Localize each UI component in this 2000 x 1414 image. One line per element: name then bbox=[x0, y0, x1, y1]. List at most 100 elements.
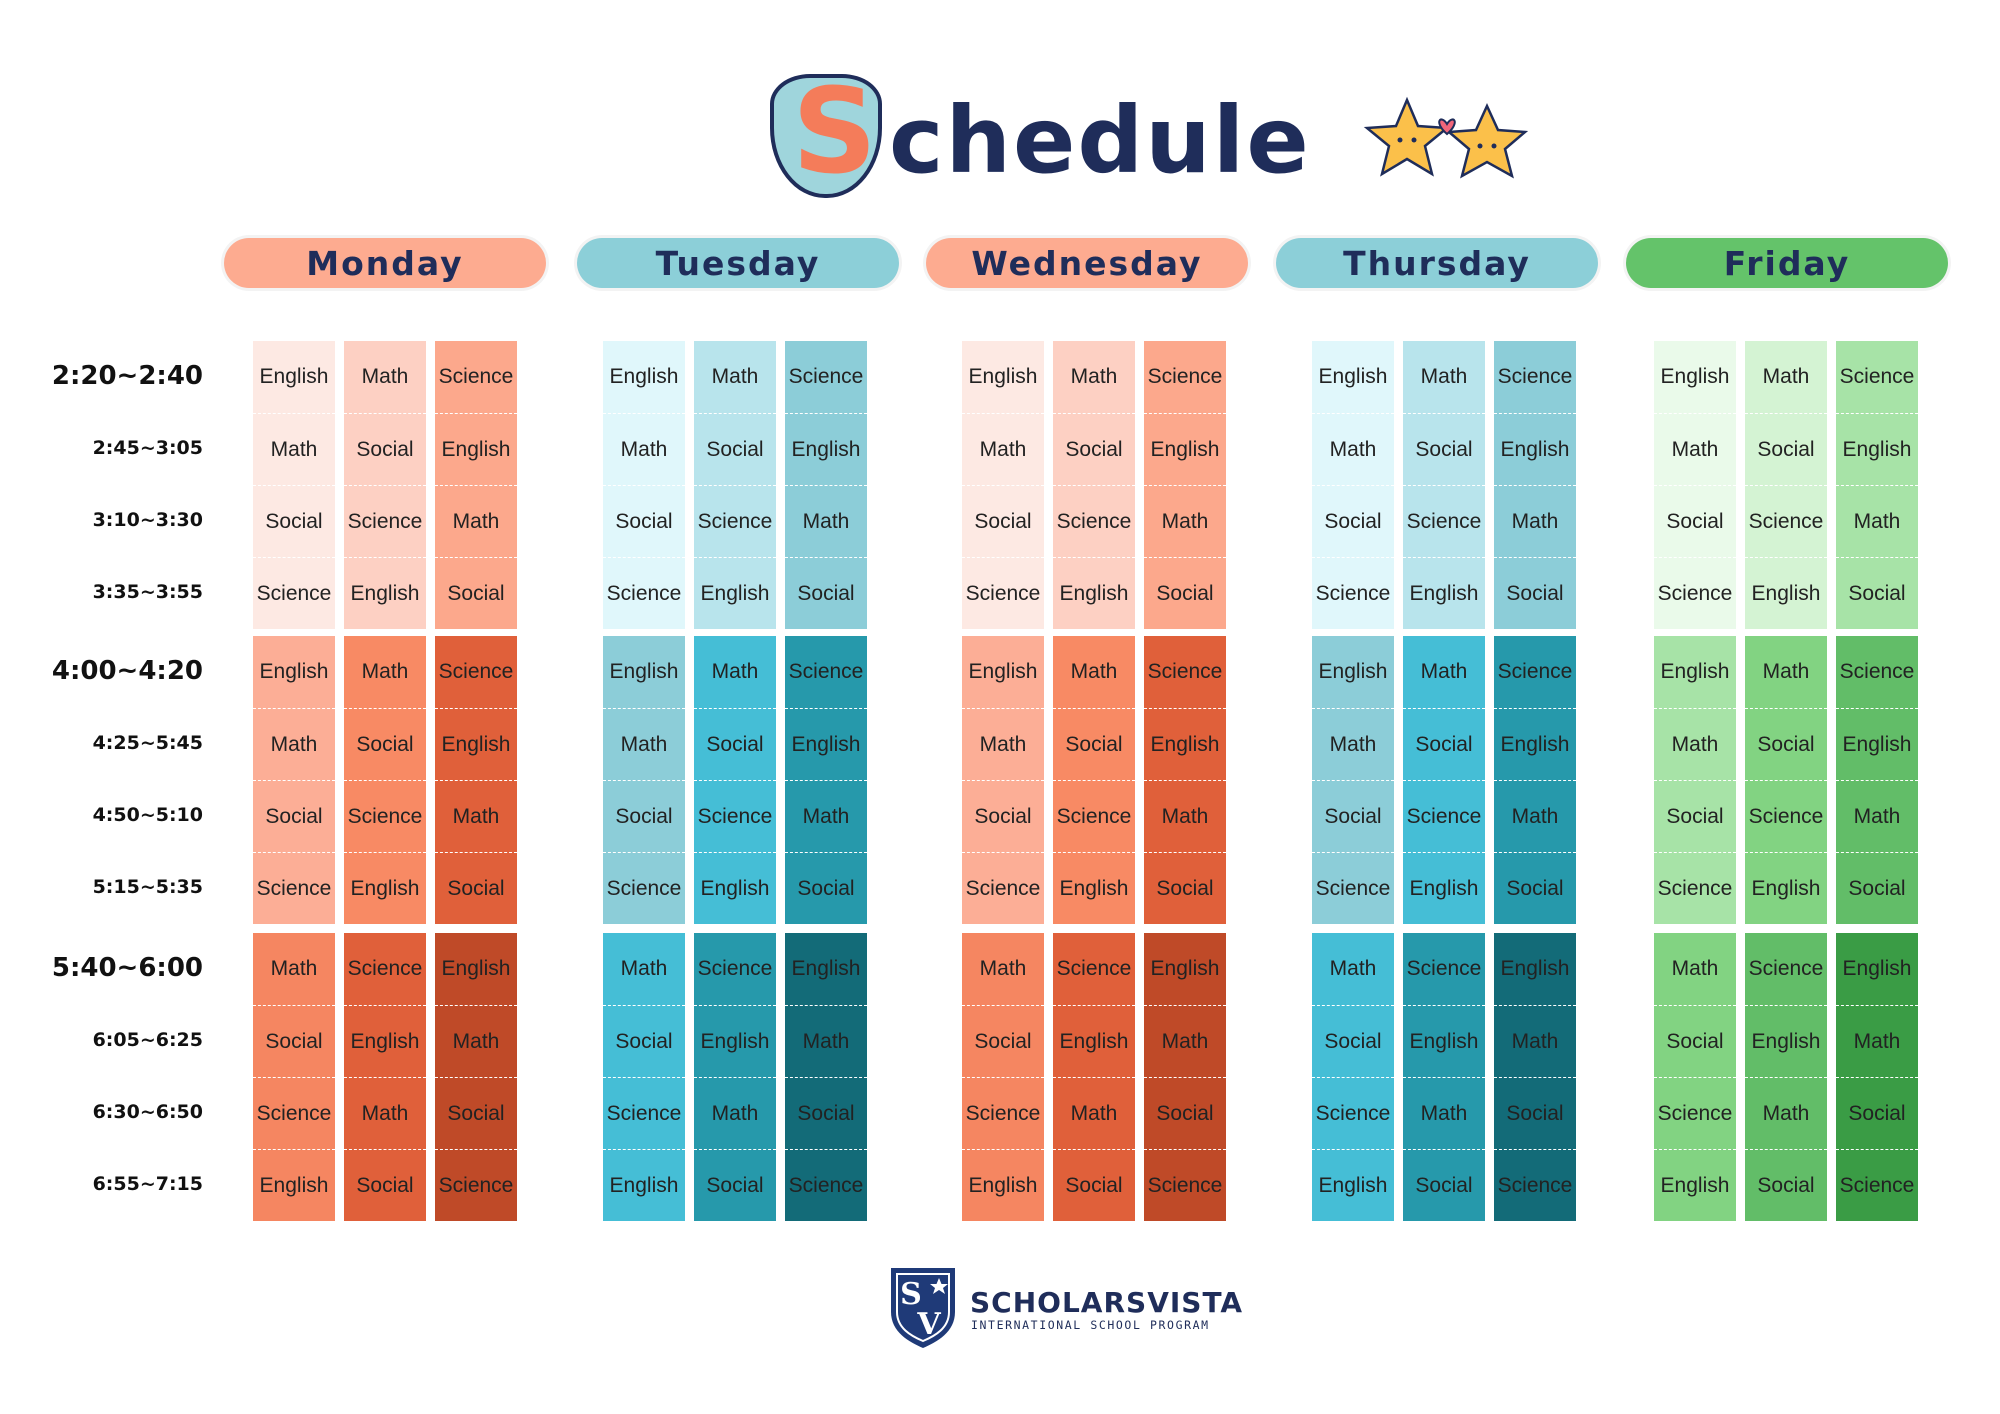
class-cell: Math bbox=[1144, 1005, 1226, 1077]
class-cell: Math bbox=[603, 933, 685, 1005]
time-label: 6:55~7:15 bbox=[92, 1173, 203, 1195]
class-cell: Math bbox=[1494, 780, 1576, 852]
class-cell: Social bbox=[1312, 485, 1394, 557]
class-cell: English bbox=[1312, 1149, 1394, 1221]
class-cell: Math bbox=[1745, 636, 1827, 708]
class-cell: English bbox=[344, 852, 426, 924]
class-cell: Science bbox=[1144, 1149, 1226, 1221]
class-cell: Social bbox=[1403, 1149, 1485, 1221]
class-cell: Math bbox=[1836, 485, 1918, 557]
class-cell: English bbox=[435, 708, 517, 780]
class-cell: Math bbox=[1144, 780, 1226, 852]
class-cell: Math bbox=[253, 933, 335, 1005]
class-cell: Math bbox=[962, 413, 1044, 485]
class-cell: Social bbox=[785, 557, 867, 629]
logo-letter: V bbox=[916, 1307, 941, 1342]
class-cell: English bbox=[1312, 341, 1394, 413]
class-cell: Math bbox=[1312, 413, 1394, 485]
class-cell: English bbox=[1403, 1005, 1485, 1077]
class-cell: Math bbox=[1053, 636, 1135, 708]
class-cell: Social bbox=[435, 852, 517, 924]
class-cell: Science bbox=[962, 1077, 1044, 1149]
class-cell: Science bbox=[1312, 1077, 1394, 1149]
class-cell: Social bbox=[694, 1149, 776, 1221]
class-cell: English bbox=[1745, 1005, 1827, 1077]
class-cell: English bbox=[785, 708, 867, 780]
class-cell: Math bbox=[1312, 708, 1394, 780]
class-cell: English bbox=[694, 852, 776, 924]
class-cell: English bbox=[1144, 933, 1226, 1005]
class-cell: Social bbox=[1836, 852, 1918, 924]
class-cell: Science bbox=[1494, 341, 1576, 413]
class-cell: English bbox=[1654, 341, 1736, 413]
title: Schedule bbox=[792, 62, 1311, 200]
class-cell: English bbox=[785, 413, 867, 485]
logo-shield: S V bbox=[891, 1268, 955, 1348]
class-cell: Social bbox=[1403, 708, 1485, 780]
class-cell: Math bbox=[1144, 485, 1226, 557]
class-cell: English bbox=[694, 1005, 776, 1077]
class-cell: Science bbox=[694, 933, 776, 1005]
class-cell: English bbox=[253, 1149, 335, 1221]
class-cell: Math bbox=[1745, 341, 1827, 413]
class-cell: Social bbox=[435, 1077, 517, 1149]
time-label: 2:45~3:05 bbox=[92, 437, 203, 459]
class-cell: Math bbox=[1745, 1077, 1827, 1149]
class-cell: Math bbox=[1494, 1005, 1576, 1077]
class-cell: Social bbox=[1144, 852, 1226, 924]
class-cell: English bbox=[1053, 852, 1135, 924]
class-cell: Science bbox=[1053, 933, 1135, 1005]
class-cell: Science bbox=[253, 852, 335, 924]
class-cell: Science bbox=[1745, 485, 1827, 557]
time-label: 4:00~4:20 bbox=[51, 656, 203, 686]
time-label: 5:40~6:00 bbox=[51, 953, 203, 983]
class-cell: English bbox=[1144, 708, 1226, 780]
class-cell: Math bbox=[435, 485, 517, 557]
class-cell: Social bbox=[1053, 413, 1135, 485]
class-cell: Science bbox=[1836, 1149, 1918, 1221]
class-cell: Math bbox=[344, 636, 426, 708]
class-cell: Math bbox=[1654, 933, 1736, 1005]
class-cell: Math bbox=[344, 341, 426, 413]
class-cell: Math bbox=[603, 413, 685, 485]
class-cell: English bbox=[1836, 708, 1918, 780]
class-cell: Math bbox=[785, 780, 867, 852]
class-cell: Science bbox=[1053, 485, 1135, 557]
class-cell: Math bbox=[785, 1005, 867, 1077]
class-cell: Social bbox=[1053, 1149, 1135, 1221]
class-cell: Science bbox=[1654, 852, 1736, 924]
class-cell: Social bbox=[1144, 1077, 1226, 1149]
class-cell: Math bbox=[1494, 485, 1576, 557]
class-cell: Math bbox=[1403, 636, 1485, 708]
class-cell: English bbox=[1053, 1005, 1135, 1077]
class-cell: Math bbox=[253, 708, 335, 780]
class-cell: Social bbox=[1312, 1005, 1394, 1077]
class-cell: Social bbox=[962, 485, 1044, 557]
class-cell: Science bbox=[435, 341, 517, 413]
class-cell: Science bbox=[435, 636, 517, 708]
class-cell: Social bbox=[603, 1005, 685, 1077]
class-cell: Science bbox=[253, 1077, 335, 1149]
class-cell: Science bbox=[435, 1149, 517, 1221]
class-cell: Social bbox=[1745, 1149, 1827, 1221]
class-cell: Science bbox=[785, 1149, 867, 1221]
class-cell: English bbox=[1836, 933, 1918, 1005]
class-cell: English bbox=[1836, 413, 1918, 485]
class-cell: Science bbox=[785, 341, 867, 413]
class-cell: Math bbox=[253, 413, 335, 485]
class-cell: Science bbox=[1403, 780, 1485, 852]
class-cell: English bbox=[1494, 708, 1576, 780]
class-cell: Math bbox=[694, 636, 776, 708]
class-cell: Math bbox=[435, 1005, 517, 1077]
class-cell: English bbox=[1745, 852, 1827, 924]
class-cell: Math bbox=[1403, 341, 1485, 413]
class-cell: Math bbox=[785, 485, 867, 557]
class-cell: Science bbox=[344, 485, 426, 557]
class-cell: Social bbox=[694, 708, 776, 780]
class-cell: English bbox=[962, 1149, 1044, 1221]
logo-tagline: INTERNATIONAL SCHOOL PROGRAM bbox=[971, 1318, 1210, 1332]
class-cell: Science bbox=[1403, 485, 1485, 557]
class-cell: Social bbox=[962, 780, 1044, 852]
class-cell: Science bbox=[1312, 557, 1394, 629]
